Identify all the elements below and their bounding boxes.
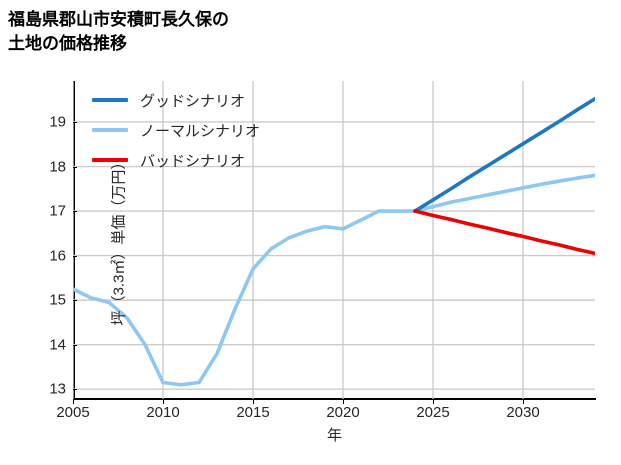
- x-tick-label: 2010: [146, 404, 180, 421]
- y-tick-mark: [73, 211, 77, 213]
- x-axis-spine: [73, 398, 596, 400]
- y-tick-mark: [73, 166, 77, 168]
- x-tick-mark: [343, 400, 344, 404]
- legend-item[interactable]: バッドシナリオ: [92, 150, 260, 170]
- series-line: [413, 209, 595, 256]
- page-title: 福島県郡山市安積町長久保の 土地の価格推移: [8, 10, 229, 54]
- chart-legend: グッドシナリオ ノーマルシナリオ バッドシナリオ: [92, 90, 260, 170]
- legend-item[interactable]: ノーマルシナリオ: [92, 120, 260, 140]
- y-tick-mark: [73, 300, 77, 302]
- x-tick-mark: [433, 400, 434, 404]
- legend-item-label: バッドシナリオ: [140, 152, 246, 170]
- x-tick-label: 2025: [416, 404, 450, 421]
- y-tick-label: 19: [49, 113, 66, 131]
- y-tick-label: 18: [49, 158, 66, 175]
- x-tick: 2005: [43, 404, 103, 421]
- gridlines: [73, 81, 595, 399]
- plot-area: 坪（3.3㎡）単価（万円）: [73, 81, 595, 399]
- y-tick-label: 14: [49, 336, 66, 354]
- y-tick-mark: [73, 255, 77, 257]
- x-tick-label: 2005: [56, 404, 90, 421]
- x-tick: 2020: [313, 404, 373, 421]
- x-tick: 2010: [133, 404, 193, 421]
- y-tick-label: 15: [49, 291, 66, 309]
- y-tick-mark: [73, 389, 77, 391]
- x-tick: 2015: [223, 404, 283, 421]
- x-tick-label: 2015: [236, 404, 270, 421]
- legend-color-swatch: [92, 158, 128, 162]
- y-tick-label: 17: [49, 202, 66, 220]
- legend-color-swatch: [92, 98, 128, 102]
- legend-item-label: グッドシナリオ: [140, 92, 246, 110]
- line-chart-svg: [73, 81, 595, 399]
- x-tick-mark: [163, 400, 164, 404]
- legend-item-label: ノーマルシナリオ: [140, 122, 261, 140]
- legend-item[interactable]: グッドシナリオ: [92, 90, 260, 110]
- x-tick-label: 2020: [326, 404, 360, 421]
- x-tick: 2030: [493, 404, 553, 421]
- y-tick-label: 13: [49, 380, 66, 398]
- x-tick-mark: [523, 400, 524, 404]
- y-tick-mark: [73, 344, 77, 346]
- series-line: [73, 173, 595, 387]
- series-lines: [73, 97, 595, 387]
- x-tick-mark: [73, 400, 74, 404]
- x-tick-mark: [253, 400, 254, 404]
- y-axis-spine: [73, 81, 75, 400]
- y-tick-mark: [73, 121, 77, 123]
- legend-color-swatch: [92, 128, 128, 132]
- series-line: [413, 97, 595, 213]
- y-tick-label: 16: [49, 247, 66, 265]
- x-axis-label: 年: [326, 427, 342, 444]
- x-tick: 2025: [403, 404, 463, 421]
- x-tick-label: 2030: [506, 404, 540, 421]
